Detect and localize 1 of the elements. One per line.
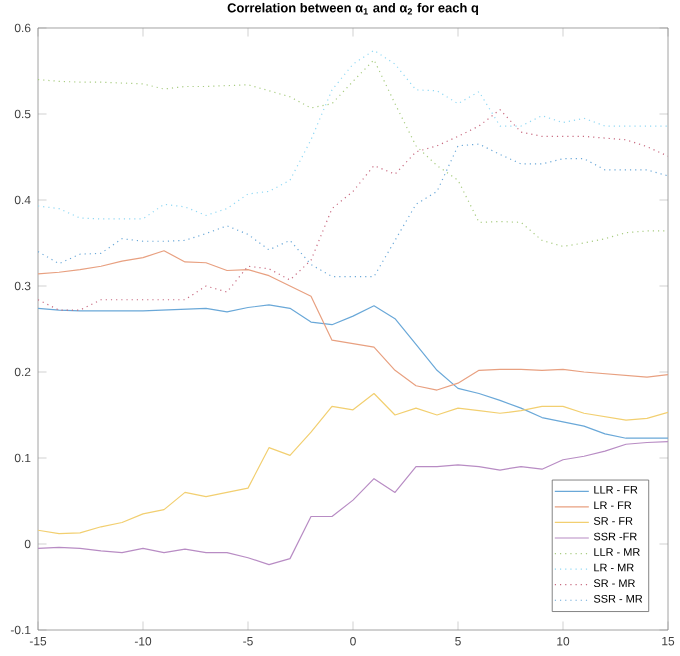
line-series bbox=[38, 441, 668, 566]
